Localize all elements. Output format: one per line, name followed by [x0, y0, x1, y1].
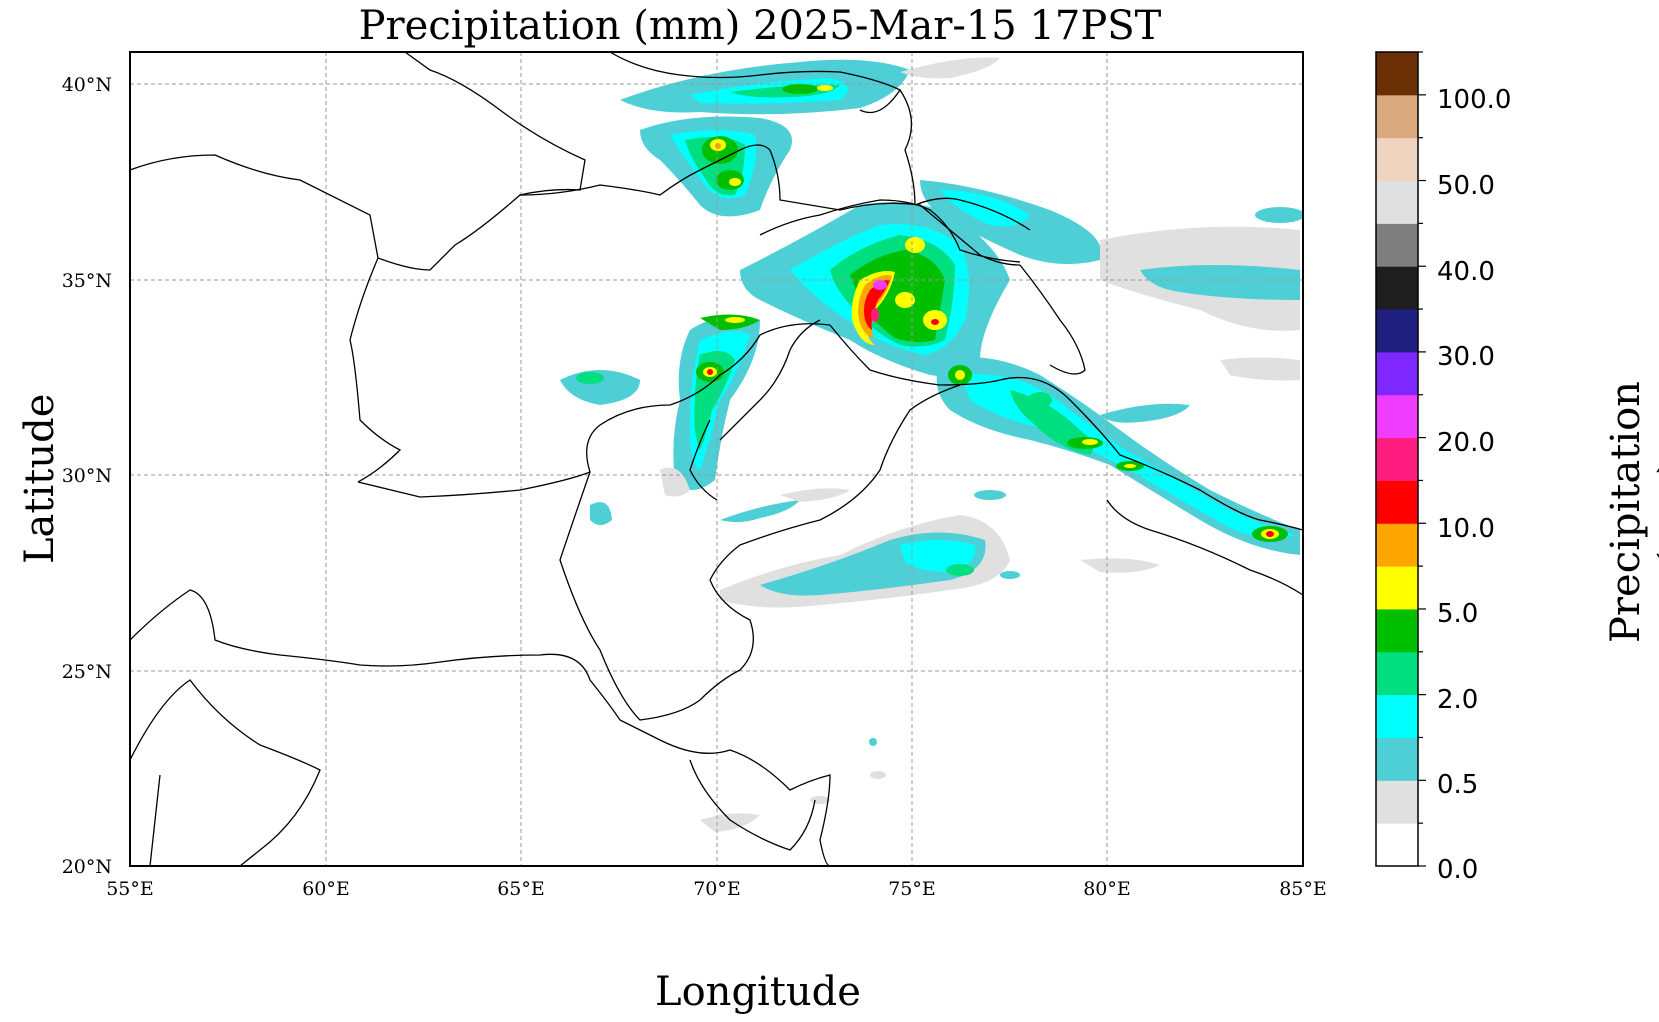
- colorbar-tick-label: 5.0: [1437, 599, 1478, 629]
- colorbar-segment: [1376, 52, 1418, 96]
- x-tick-label: 85°E: [1279, 878, 1327, 900]
- colorbar-segment: [1376, 223, 1418, 267]
- precip-field: [560, 57, 1303, 832]
- precip-kashmir: [740, 180, 1102, 376]
- colorbar-tick-label: 100.0: [1437, 85, 1511, 115]
- precip-gujarat: [700, 738, 886, 832]
- colorbar-tick-label: 30.0: [1437, 342, 1495, 372]
- colorbar-segment: [1376, 437, 1418, 481]
- precip-tibet: [1080, 207, 1303, 573]
- colorbar-segment: [1376, 137, 1418, 182]
- colorbar-segment: [1376, 351, 1418, 396]
- colorbar-segment: [1376, 309, 1418, 353]
- map-panel: [129, 51, 1304, 867]
- colorbar-segment: [1376, 651, 1418, 696]
- colorbar-label: Precipitation (mm): [1603, 381, 1659, 643]
- colorbar-segment: [1376, 566, 1418, 610]
- x-tick-label: 65°E: [497, 878, 545, 900]
- colorbar-segment: [1376, 266, 1418, 310]
- x-tick-label: 55°E: [106, 878, 154, 900]
- colorbar-tick-label: 20.0: [1437, 428, 1495, 458]
- y-tick-labels: 20°N 25°N 30°N 35°N 40°N: [62, 74, 112, 878]
- y-tick-label: 20°N: [62, 856, 112, 878]
- x-tick-label: 70°E: [693, 878, 741, 900]
- colorbar-segment: [1376, 480, 1418, 524]
- colorbar-segment: [1376, 737, 1418, 781]
- x-tick-labels: 55°E 60°E 65°E 70°E 75°E 80°E 85°E: [106, 878, 1327, 900]
- x-axis-label: Longitude: [655, 969, 861, 1015]
- x-tick-label: 80°E: [1083, 878, 1131, 900]
- colorbar-tick-label: 40.0: [1437, 257, 1495, 287]
- colorbar-segment: [1376, 394, 1418, 439]
- colorbar-tick-labels: 0.0 0.5 2.0 5.0 10.0 20.0 30.0 40.0 50.0…: [1437, 85, 1511, 885]
- colorbar-tick-label: 50.0: [1437, 171, 1495, 201]
- boundaries: [130, 52, 1303, 866]
- precip-kyrgyzstan: [620, 57, 1000, 115]
- map-title: Precipitation (mm) 2025-Mar-15 17PST: [358, 3, 1162, 49]
- colorbar-segment: [1376, 694, 1418, 738]
- precip-north-afghanistan: [640, 116, 792, 217]
- colorbar-segment: [1376, 780, 1418, 824]
- y-tick-label: 30°N: [62, 465, 112, 487]
- map-frame: [129, 51, 1304, 867]
- colorbar-frame: [1375, 51, 1419, 867]
- colorbar-tick-label: 2.0: [1437, 685, 1478, 715]
- colorbar-segment: [1376, 608, 1418, 653]
- colorbar-segment: [1376, 523, 1418, 567]
- colorbar-tick-label: 0.5: [1437, 770, 1478, 800]
- precip-rajasthan: [720, 488, 1020, 608]
- colorbar: [1375, 51, 1426, 867]
- colorbar-tick-label: 0.0: [1437, 855, 1478, 885]
- colorbar-tick-label: 10.0: [1437, 514, 1495, 544]
- colorbar-segment: [1376, 94, 1418, 139]
- y-tick-label: 40°N: [62, 74, 112, 96]
- x-tick-label: 75°E: [888, 878, 936, 900]
- y-tick-label: 25°N: [62, 661, 112, 683]
- y-axis-label: Latitude: [17, 393, 63, 564]
- x-tick-label: 60°E: [302, 878, 350, 900]
- colorbar-segment: [1376, 823, 1418, 867]
- colorbar-segment: [1376, 180, 1418, 224]
- gridlines: [130, 52, 1303, 866]
- y-tick-label: 35°N: [62, 270, 112, 292]
- precip-himalaya: [936, 357, 1300, 555]
